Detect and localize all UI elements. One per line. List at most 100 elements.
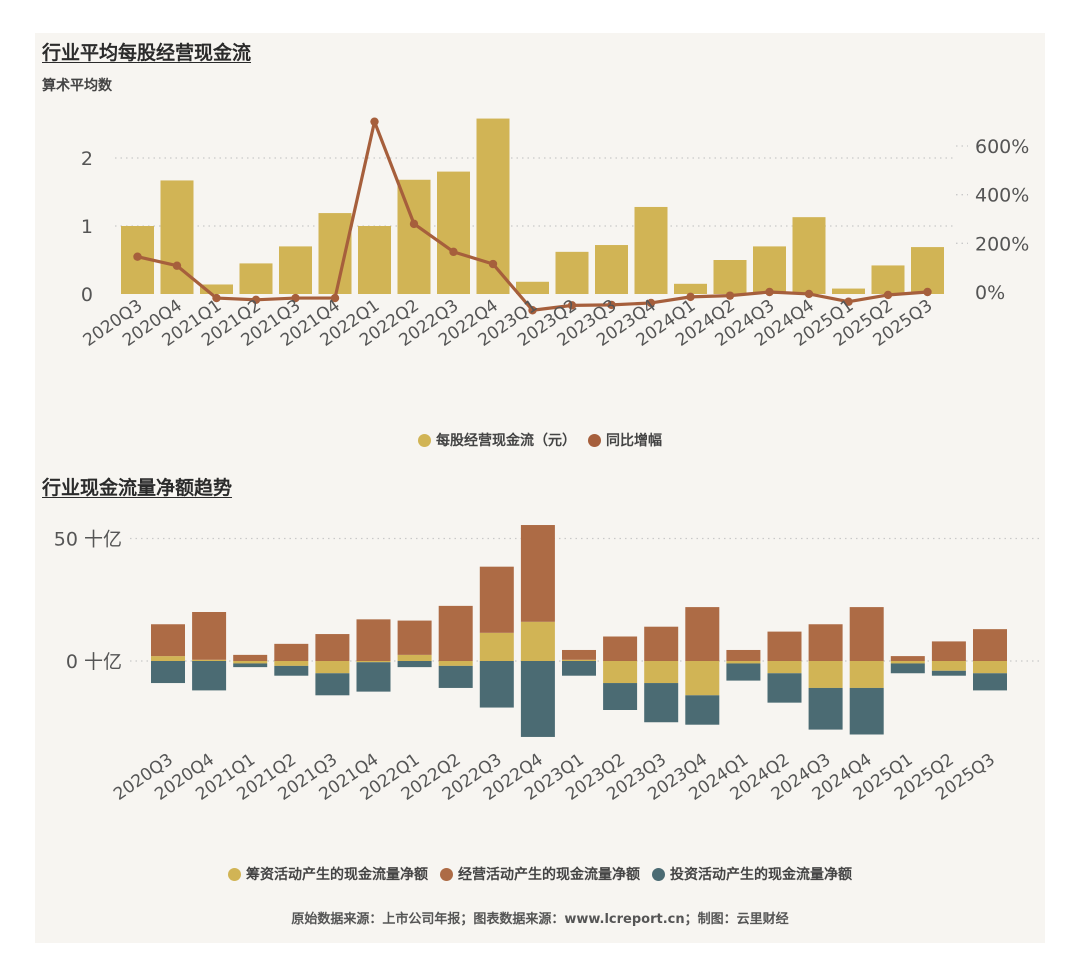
investing-bar	[356, 662, 391, 692]
legend-item-financing[interactable]: 筹资活动产生的现金流量净额	[228, 864, 428, 884]
operating-bar	[603, 636, 638, 661]
financing-bar	[479, 632, 514, 661]
investing-bar	[726, 663, 761, 681]
bar	[358, 226, 391, 294]
operating-bar	[479, 566, 514, 633]
investing-bar	[890, 663, 925, 674]
bar	[437, 171, 470, 294]
line-point	[291, 293, 300, 303]
investing-bar	[520, 661, 555, 737]
operating-bar	[767, 631, 802, 661]
operating-bar	[397, 620, 432, 655]
operating-bar	[151, 624, 185, 657]
operating-bar	[192, 612, 227, 660]
legend-swatch	[418, 433, 431, 447]
investing-bar	[849, 687, 884, 735]
legend-label: 每股经营现金流（元）	[436, 433, 576, 449]
y-tick-label: 0%	[975, 282, 1005, 304]
operating-bar	[233, 654, 268, 661]
operating-bar	[562, 649, 596, 660]
line-point	[449, 247, 458, 257]
investing-bar	[274, 665, 309, 676]
line-point	[370, 117, 379, 126]
investing-bar	[931, 670, 966, 676]
investing-bar	[397, 661, 432, 668]
y-tick-label: 2	[81, 148, 93, 170]
legend-label: 经营活动产生的现金流量净额	[458, 867, 640, 883]
financing-bar	[808, 661, 843, 688]
investing-bar	[973, 673, 1007, 691]
line-point	[172, 261, 182, 270]
y-tick-label: 0	[81, 284, 93, 306]
bar	[555, 251, 589, 294]
line-point	[844, 297, 853, 306]
bar	[279, 246, 312, 294]
line-point	[488, 259, 498, 269]
bar	[911, 247, 944, 294]
operating-bar	[931, 641, 966, 661]
financing-bar	[849, 661, 884, 688]
line-point	[804, 289, 814, 299]
bar	[792, 217, 826, 294]
line-point	[646, 298, 656, 308]
financing-bar	[356, 661, 391, 663]
chart2-title: 行业现金流量净额趋势	[42, 477, 233, 499]
line-point	[607, 300, 616, 310]
legend-swatch	[440, 867, 453, 881]
operating-bar	[356, 619, 391, 661]
legend-swatch	[588, 433, 601, 447]
line-point	[409, 219, 419, 229]
legend-item-operating[interactable]: 经营活动产生的现金流量净额	[440, 864, 640, 884]
investing-bar	[151, 661, 185, 684]
bar	[674, 283, 707, 294]
line-point	[765, 287, 774, 297]
operating-bar	[520, 525, 555, 622]
line-point	[923, 287, 932, 297]
bar	[239, 263, 273, 294]
investing-bar	[808, 687, 843, 730]
operating-bar	[808, 624, 843, 661]
operating-bar	[973, 629, 1007, 661]
operating-bar	[644, 626, 679, 661]
chart1-subtitle: 算术平均数	[42, 78, 112, 94]
operating-bar	[315, 634, 350, 661]
chart-panel	[35, 33, 1045, 943]
chart1-title: 行业平均每股经营现金流	[42, 42, 252, 64]
operating-bar	[849, 607, 884, 661]
financing-bar	[151, 656, 185, 661]
financing-bar	[685, 661, 720, 696]
operating-bar	[890, 656, 925, 661]
source-footer: 原始数据来源：上市公司年报；图表数据来源：www.lcreport.cn；制图：…	[291, 912, 789, 927]
bar	[713, 260, 747, 294]
legend-item-cashflow-per-share[interactable]: 每股经营现金流（元）	[418, 430, 576, 450]
operating-bar	[685, 607, 720, 661]
financing-bar	[438, 661, 473, 666]
legend-item-yoy-growth[interactable]: 同比增幅	[588, 430, 662, 450]
y-tick-label: 1	[81, 216, 93, 238]
line-point	[212, 293, 221, 303]
bar	[634, 206, 668, 294]
investing-bar	[315, 673, 350, 696]
y-tick-label: 50 十亿	[54, 529, 122, 551]
investing-bar	[479, 661, 514, 708]
financing-bar	[644, 661, 679, 684]
bar	[832, 288, 865, 294]
bar	[516, 281, 549, 294]
legend-item-investing[interactable]: 投资活动产生的现金流量净额	[652, 864, 852, 884]
financing-bar	[274, 661, 309, 666]
chart2-legend: 筹资活动产生的现金流量净额 经营活动产生的现金流量净额 投资活动产生的现金流量净…	[0, 864, 1080, 884]
line-point	[251, 295, 261, 304]
y-tick-label: 600%	[975, 136, 1029, 158]
financing-bar	[726, 661, 761, 664]
investing-bar	[767, 673, 802, 703]
financing-bar	[931, 661, 966, 671]
operating-bar	[274, 643, 309, 661]
line-point	[567, 301, 577, 310]
operating-bar	[438, 605, 473, 661]
investing-bar	[438, 665, 473, 688]
financing-bar	[192, 659, 227, 661]
investing-bar	[685, 695, 720, 725]
financing-bar	[315, 661, 350, 674]
investing-bar	[603, 683, 638, 710]
